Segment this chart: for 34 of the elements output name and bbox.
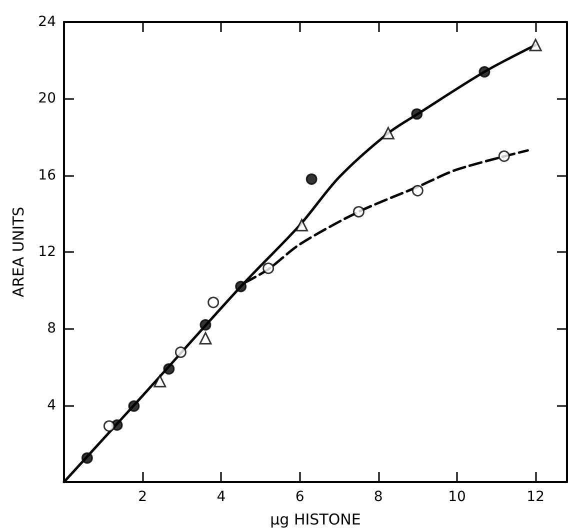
point	[352, 206, 364, 218]
point	[411, 108, 423, 120]
point	[382, 126, 394, 140]
x-tick-label: 12	[526, 489, 544, 505]
y-tick-label: 12	[38, 244, 56, 260]
point	[163, 363, 175, 375]
point	[174, 346, 186, 358]
point	[103, 420, 115, 432]
x-tick-label: 6	[295, 489, 304, 505]
point	[412, 184, 424, 196]
point	[154, 374, 166, 388]
y-tick-label: 4	[47, 397, 56, 414]
x-axis-title: μg HISTONE	[270, 510, 361, 528]
x-tick-label: 10	[448, 489, 466, 505]
x-tick-label: 2	[138, 489, 148, 505]
point	[306, 173, 318, 185]
point	[199, 332, 212, 344]
point	[128, 400, 140, 412]
point	[235, 280, 247, 292]
point	[200, 319, 212, 331]
y-tick-label: 20	[38, 90, 56, 107]
point	[478, 66, 490, 78]
point	[262, 262, 274, 274]
y-tick-label: 24	[38, 14, 56, 30]
point	[295, 218, 308, 232]
y-tick-label: 16	[38, 167, 56, 184]
point	[208, 296, 220, 308]
x-tick-label: 8	[374, 489, 383, 505]
point	[81, 452, 93, 464]
point	[529, 38, 542, 52]
point	[498, 150, 510, 162]
y-axis-title: AREA UNITS	[10, 206, 28, 298]
x-tick-label: 4	[216, 489, 226, 505]
y-tick-label: 8	[47, 320, 56, 337]
